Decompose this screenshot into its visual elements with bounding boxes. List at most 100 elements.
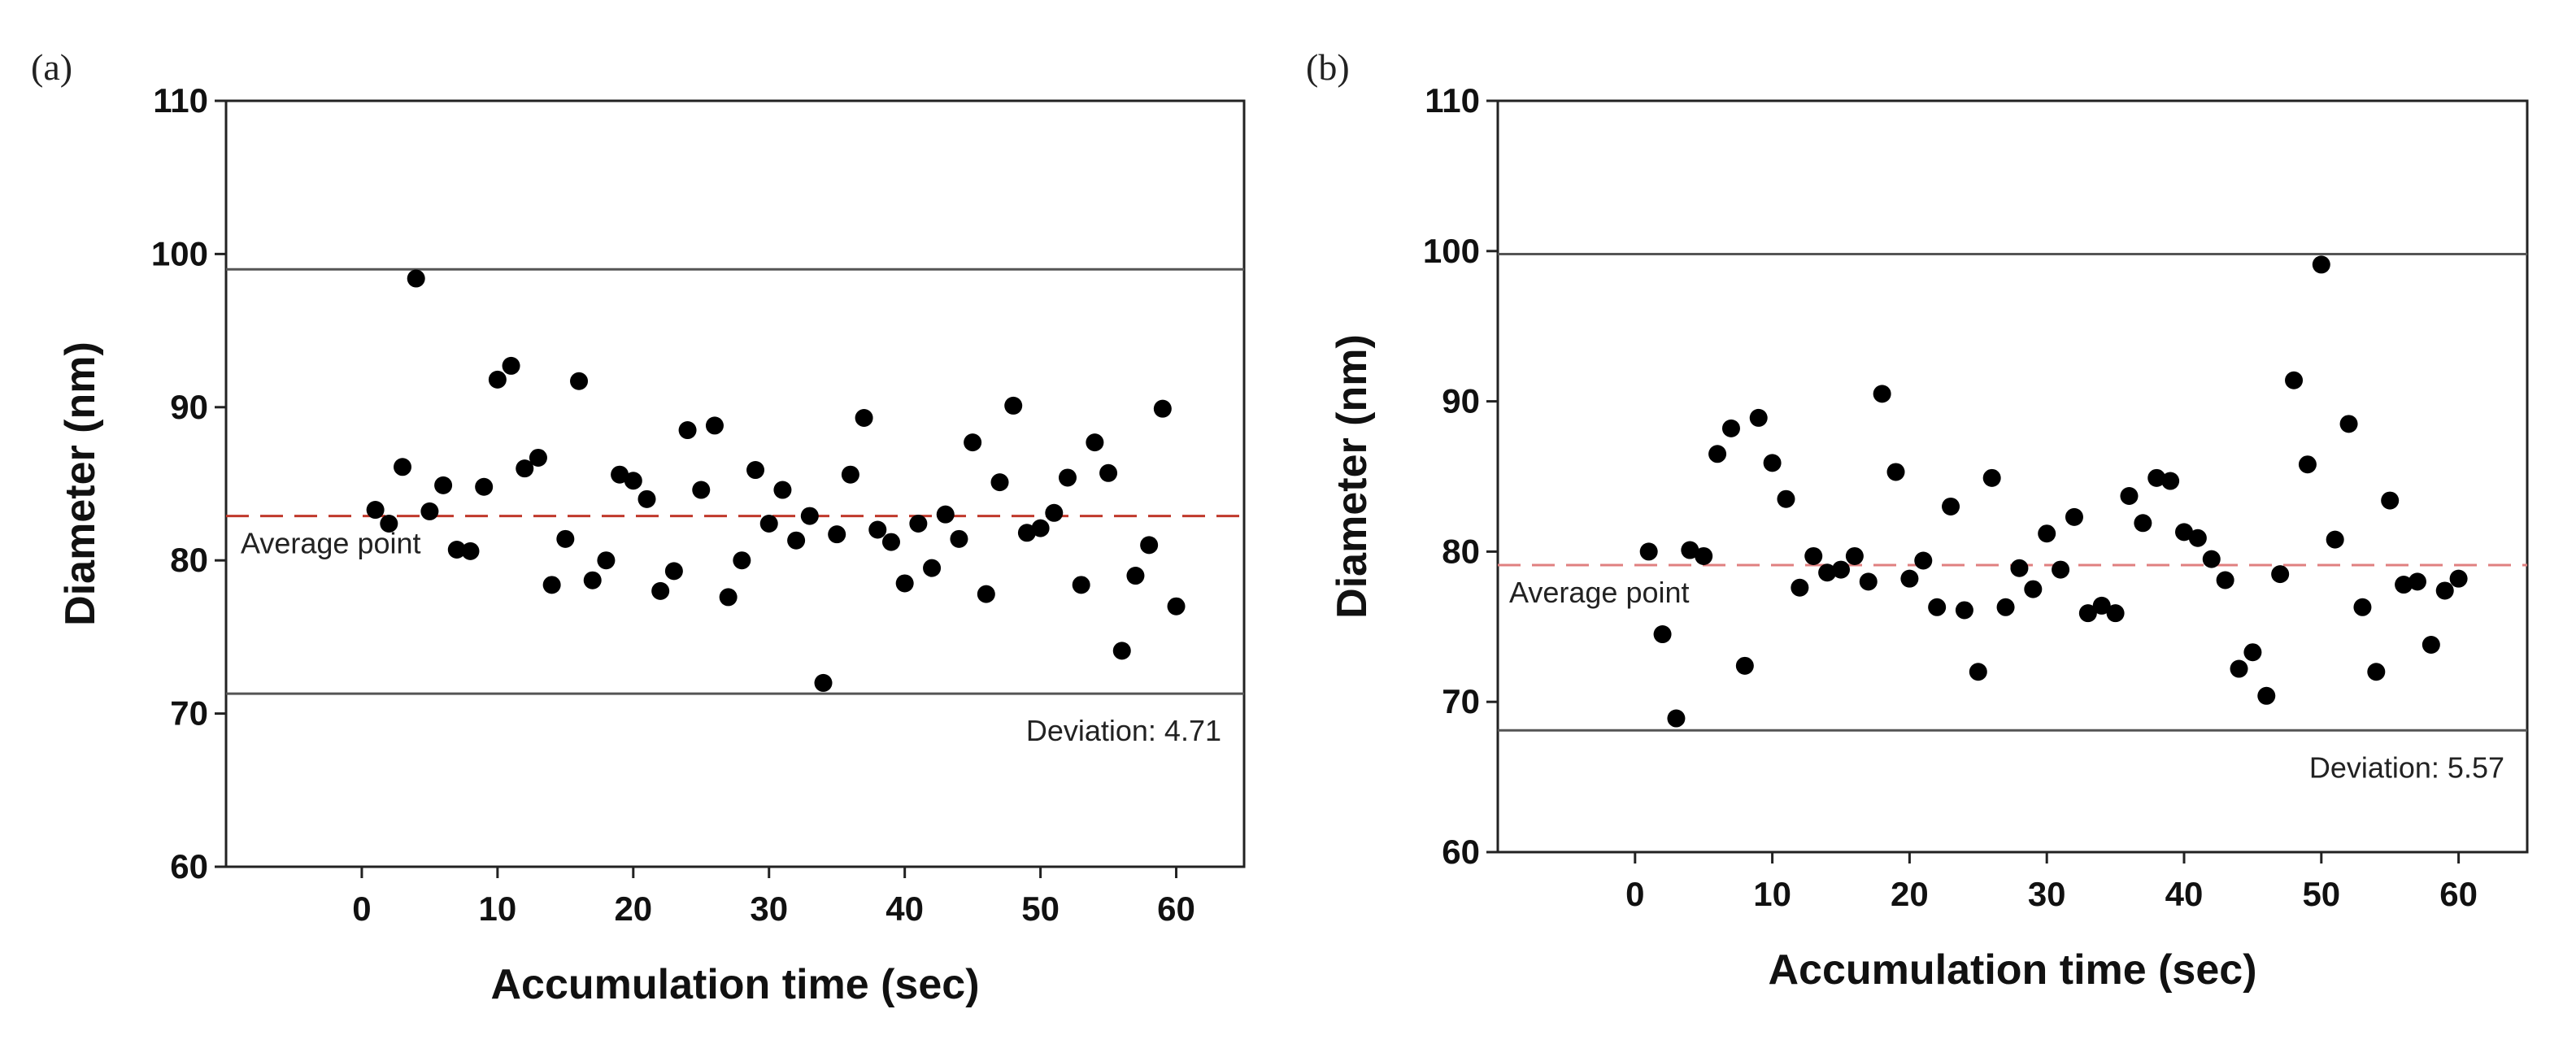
data-point — [1153, 399, 1172, 418]
data-point — [1982, 468, 2001, 487]
data-point — [1653, 625, 1672, 644]
data-point — [936, 505, 955, 524]
data-point — [637, 489, 656, 508]
data-point — [2092, 596, 2111, 615]
data-point — [2285, 371, 2304, 389]
y-tick-label: 60 — [170, 847, 208, 885]
data-point — [1777, 489, 1795, 508]
data-point — [664, 562, 683, 581]
data-point — [787, 531, 806, 550]
data-point — [2120, 487, 2139, 506]
data-point — [1031, 519, 1050, 537]
data-point — [678, 421, 697, 440]
data-point — [2216, 571, 2234, 589]
data-point — [1873, 385, 1891, 403]
y-axis-title: Diameter (nm) — [1329, 334, 1376, 619]
y-tick-label: 90 — [1442, 382, 1480, 420]
data-point — [394, 458, 412, 476]
data-point — [814, 673, 833, 692]
data-point — [1832, 560, 1850, 579]
data-point — [923, 559, 942, 577]
data-point — [2161, 472, 2180, 490]
data-point — [1721, 419, 1740, 437]
data-point — [1749, 408, 1768, 427]
data-point — [1667, 709, 1686, 728]
data-point — [1942, 497, 1960, 515]
data-point — [773, 481, 792, 499]
y-tick-label: 70 — [1442, 682, 1480, 720]
data-point — [1017, 524, 1036, 542]
data-point — [570, 372, 589, 390]
data-point — [447, 541, 466, 559]
data-point — [2435, 581, 2454, 600]
y-tick-label: 100 — [151, 234, 208, 272]
x-tick-label: 50 — [1021, 890, 1060, 928]
average-label: Average point — [1509, 576, 1690, 609]
deviation-label: Deviation: 4.71 — [1026, 714, 1221, 747]
y-tick-label: 80 — [170, 541, 208, 579]
y-tick-label: 90 — [170, 388, 208, 426]
x-tick-label: 20 — [1891, 875, 1929, 913]
x-tick-label: 10 — [1753, 875, 1791, 913]
data-point — [746, 461, 765, 480]
data-point — [1914, 551, 1933, 570]
data-point — [1072, 576, 1090, 594]
data-point — [1791, 578, 1809, 597]
x-tick-label: 20 — [614, 890, 652, 928]
data-point — [420, 502, 439, 520]
data-point — [597, 551, 616, 570]
data-point — [881, 533, 900, 551]
x-axis-title: Accumulation time (sec) — [1768, 946, 2256, 994]
y-tick-label: 110 — [153, 81, 208, 120]
data-point — [461, 542, 480, 560]
data-point — [1845, 546, 1864, 565]
data-point — [1859, 572, 1878, 591]
panel-label: (b) — [1306, 46, 1350, 88]
data-point — [705, 416, 724, 435]
data-point — [2408, 572, 2426, 591]
data-point — [1900, 569, 1919, 588]
y-tick-label: 80 — [1442, 532, 1480, 570]
data-point — [1955, 601, 1973, 620]
data-point — [1126, 567, 1145, 585]
chart-panel-a: (a) 60 70 80 90 100 110 0 10 20 30 40 50 60 Average po… — [31, 46, 1246, 1008]
data-point — [611, 465, 629, 484]
data-point — [692, 481, 711, 499]
data-point — [2134, 514, 2152, 533]
data-point — [1735, 656, 1754, 675]
y-tick-label: 60 — [1442, 833, 1480, 871]
data-point — [1058, 468, 1077, 487]
data-point — [1099, 463, 1118, 482]
data-point — [380, 514, 398, 533]
data-point — [977, 585, 995, 603]
data-point — [2367, 663, 2386, 681]
data-point — [1969, 663, 1987, 681]
data-point — [529, 448, 547, 467]
data-point — [2188, 529, 2207, 547]
data-point — [841, 465, 859, 484]
data-point — [1695, 546, 1713, 565]
data-point — [2326, 530, 2344, 549]
x-tick-label: 50 — [2302, 875, 2340, 913]
data-point — [2449, 569, 2468, 588]
data-point — [1086, 433, 1104, 452]
data-point — [624, 472, 642, 490]
y-tick-label: 110 — [1425, 81, 1480, 120]
data-point — [2052, 560, 2070, 579]
data-point — [800, 507, 819, 525]
data-point — [2422, 635, 2440, 654]
x-tick-label: 40 — [886, 890, 924, 928]
data-point — [583, 571, 602, 589]
data-point — [990, 473, 1009, 492]
data-point — [651, 581, 670, 600]
data-point — [2065, 507, 2083, 526]
data-point — [2257, 686, 2276, 705]
x-tick-label: 40 — [2165, 875, 2204, 913]
y-axis-title: Diameter (nm) — [57, 341, 104, 626]
x-tick-label: 0 — [1625, 875, 1644, 913]
data-point — [488, 370, 507, 389]
data-point — [1045, 503, 1064, 522]
data-point — [2395, 576, 2413, 594]
panel-label: (a) — [31, 46, 72, 88]
